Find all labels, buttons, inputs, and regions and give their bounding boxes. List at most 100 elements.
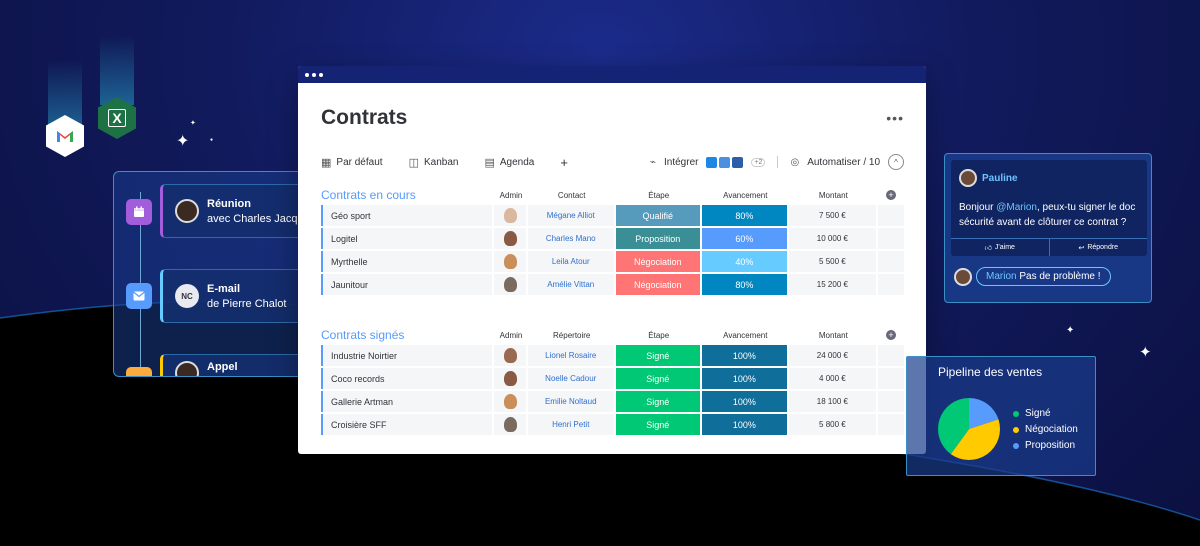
avatar [959, 169, 977, 187]
automate-button[interactable]: Automatiser / 10 [807, 156, 880, 168]
pie-legend: Signé Négociation Proposition [1013, 406, 1078, 454]
avatar [175, 199, 199, 223]
admin-avatar [503, 371, 517, 386]
add-column-button[interactable]: + [878, 330, 904, 340]
excel-beam [100, 35, 134, 105]
activity-email[interactable]: NC E-mail de Pierre Chalot [160, 269, 312, 323]
calendar-icon [126, 199, 152, 225]
group-title[interactable]: Contrats en cours [321, 188, 416, 202]
add-view-button[interactable]: + [560, 154, 568, 170]
legend-label: Négociation [1025, 424, 1078, 435]
table-row[interactable]: Gallerie Artman Emilie Noltaud Signé 100% 18… [321, 391, 904, 412]
table-row[interactable]: Coco records Noelle Cadour Signé 100% 4 000 … [321, 368, 904, 389]
calendar-icon: ▤ [484, 156, 495, 169]
amount-cell[interactable]: 4 000 € [788, 368, 877, 389]
status-cell[interactable]: Qualifié [615, 205, 701, 226]
amount-cell[interactable]: 15 200 € [788, 274, 877, 295]
progress-cell[interactable]: 100% [702, 414, 787, 435]
status-cell[interactable]: Proposition [615, 228, 701, 249]
progress-cell[interactable]: 100% [702, 368, 787, 389]
amount-cell[interactable]: 18 100 € [788, 391, 877, 412]
item-name[interactable]: Logitel [321, 228, 493, 249]
contact-cell[interactable]: Leila Atour [527, 251, 614, 272]
tab-kanban[interactable]: ◫ Kanban [409, 156, 459, 169]
empty-cell [878, 274, 904, 295]
progress-cell[interactable]: 80% [702, 205, 787, 226]
mention-link[interactable]: Marion [986, 271, 1017, 282]
contact-cell[interactable]: Lionel Rosaire [527, 345, 614, 366]
status-cell[interactable]: Signé [615, 391, 701, 412]
progress-cell[interactable]: 40% [702, 251, 787, 272]
chat-actions: 👍︎ J'aime ↩ Répondre [951, 238, 1147, 256]
contact-cell[interactable]: Noelle Cadour [527, 368, 614, 389]
activity-panel: Réunion avec Charles Jacquar NC E-mail de … [113, 171, 313, 377]
activity-title: Réunion [207, 197, 251, 210]
integrate-button[interactable]: Intégrer [664, 156, 699, 168]
item-name[interactable]: Coco records [321, 368, 493, 389]
contact-cell[interactable]: Mégane Alliot [527, 205, 614, 226]
excel-letter: X [108, 109, 126, 127]
reply-bubble: Marion Pas de problème ! [976, 267, 1111, 286]
progress-cell[interactable]: 80% [702, 274, 787, 295]
item-name[interactable]: Géo sport [321, 205, 493, 226]
admin-cell[interactable] [494, 274, 526, 295]
collapse-button[interactable]: ^ [888, 154, 904, 170]
group-title[interactable]: Contrats signés [321, 328, 405, 342]
table-row[interactable]: Croisière SFF Henri Petit Signé 100% 5 800 € [321, 414, 904, 435]
admin-cell[interactable] [494, 228, 526, 249]
chat-panel: Pauline Bonjour @Marion, peux-tu signer … [944, 153, 1152, 303]
activity-meeting[interactable]: Réunion avec Charles Jacquar [160, 184, 312, 238]
chat-reply: Marion Pas de problème ! [954, 267, 1111, 286]
table-row[interactable]: Géo sport Mégane Alliot Qualifié 80% 7 500 € [321, 205, 904, 226]
empty-cell [878, 368, 904, 389]
admin-cell[interactable] [494, 251, 526, 272]
item-name[interactable]: Croisière SFF [321, 414, 493, 435]
like-button[interactable]: 👍︎ J'aime [951, 239, 1049, 256]
amount-cell[interactable]: 24 000 € [788, 345, 877, 366]
more-menu-button[interactable]: ••• [886, 110, 904, 126]
status-cell[interactable]: Négociation [615, 251, 701, 272]
board-title: Contrats [321, 106, 408, 129]
admin-cell[interactable] [494, 345, 526, 366]
item-name[interactable]: Myrthelle [321, 251, 493, 272]
table-row[interactable]: Jaunitour Amélie Vittan Négociation 80% 15 2… [321, 274, 904, 295]
table-row[interactable]: Industrie Noirtier Lionel Rosaire Signé 100… [321, 345, 904, 366]
pipeline-title: Pipeline des ventes [938, 365, 1043, 379]
contact-cell[interactable]: Henri Petit [527, 414, 614, 435]
admin-cell[interactable] [494, 414, 526, 435]
contact-cell[interactable]: Charles Mano [527, 228, 614, 249]
item-name[interactable]: Industrie Noirtier [321, 345, 493, 366]
progress-cell[interactable]: 60% [702, 228, 787, 249]
chat-message: Bonjour @Marion, peux-tu signer le doc s… [959, 200, 1144, 230]
status-cell[interactable]: Négociation [615, 274, 701, 295]
admin-cell[interactable] [494, 205, 526, 226]
item-name[interactable]: Jaunitour [321, 274, 493, 295]
status-cell[interactable]: Signé [615, 414, 701, 435]
contact-cell[interactable]: Amélie Vittan [527, 274, 614, 295]
progress-cell[interactable]: 100% [702, 345, 787, 366]
plug-icon: ⌁ [649, 156, 656, 168]
mention-link[interactable]: @Marion [996, 202, 1037, 213]
status-cell[interactable]: Signé [615, 368, 701, 389]
chat-text: Bonjour [959, 202, 997, 213]
amount-cell[interactable]: 10 000 € [788, 228, 877, 249]
tab-par-defaut[interactable]: ▦ Par défaut [321, 156, 383, 169]
admin-avatar [503, 348, 517, 363]
table-row[interactable]: Myrthelle Leila Atour Négociation 40% 5 500 … [321, 251, 904, 272]
activity-call[interactable]: Appel [160, 354, 312, 376]
contact-cell[interactable]: Emilie Noltaud [527, 391, 614, 412]
reply-button[interactable]: ↩ Répondre [1048, 239, 1148, 256]
item-name[interactable]: Gallerie Artman [321, 391, 493, 412]
admin-cell[interactable] [494, 391, 526, 412]
add-column-button[interactable]: + [878, 190, 904, 200]
amount-cell[interactable]: 7 500 € [788, 205, 877, 226]
amount-cell[interactable]: 5 800 € [788, 414, 877, 435]
status-cell[interactable]: Signé [615, 345, 701, 366]
amount-cell[interactable]: 5 500 € [788, 251, 877, 272]
progress-cell[interactable]: 100% [702, 391, 787, 412]
tab-agenda[interactable]: ▤ Agenda [484, 156, 534, 169]
admin-cell[interactable] [494, 368, 526, 389]
chat-author: Pauline [959, 169, 1018, 187]
table-row[interactable]: Logitel Charles Mano Proposition 60% 10 000 … [321, 228, 904, 249]
mail-icon [126, 283, 152, 309]
